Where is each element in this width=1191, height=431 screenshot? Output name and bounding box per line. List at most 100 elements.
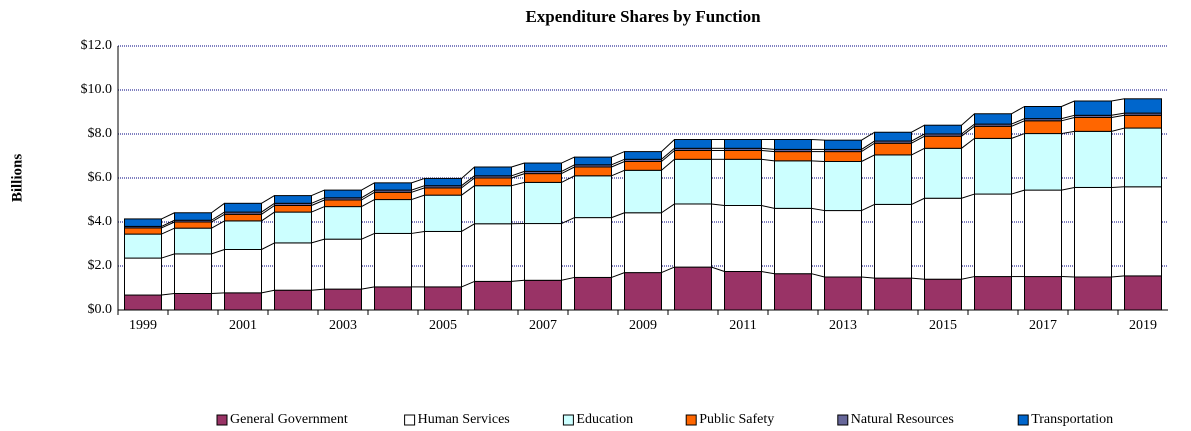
bar-segment <box>1024 276 1062 311</box>
bar-segment <box>324 288 362 311</box>
series-line <box>361 191 375 201</box>
series-line <box>661 266 675 274</box>
series-line <box>311 197 325 204</box>
series-line <box>561 217 575 224</box>
series-line <box>611 151 625 158</box>
bar-segment <box>674 266 712 311</box>
series-line <box>861 276 875 279</box>
x-tick-label: 2011 <box>729 318 756 333</box>
bar-segment <box>174 253 212 294</box>
bar-segment <box>274 195 312 204</box>
bar-segment <box>824 151 862 163</box>
bar-segment <box>474 177 512 187</box>
bar-segment <box>174 227 212 255</box>
x-tick-label: 2015 <box>929 318 957 333</box>
bar-segment <box>1124 186 1162 277</box>
series-line <box>211 220 225 229</box>
bar-segment <box>674 150 712 160</box>
legend-swatch <box>837 414 849 426</box>
bar-segment <box>574 276 612 311</box>
bar-segment <box>124 257 162 296</box>
bar-segment <box>474 185 512 225</box>
series-line <box>1111 186 1125 188</box>
series-line <box>211 292 225 294</box>
bar-segment <box>1124 127 1162 188</box>
series-line <box>361 189 375 199</box>
bar-segment <box>424 194 462 232</box>
bar-segment <box>324 189 362 199</box>
legend-swatch <box>1017 414 1029 426</box>
series-line <box>461 175 475 187</box>
series-line <box>1011 118 1025 125</box>
series-line <box>1061 100 1075 107</box>
series-line <box>311 206 325 213</box>
bar-segment <box>1024 120 1062 135</box>
series-line <box>561 156 575 164</box>
series-line <box>511 181 525 187</box>
bar-segment <box>1074 186 1112 278</box>
bar-segment <box>574 217 612 278</box>
bar-segment <box>324 238 362 290</box>
series-line <box>161 227 175 235</box>
bar-segment <box>874 131 912 142</box>
series-line <box>561 276 575 281</box>
chart-title: Expenditure Shares by Function <box>525 7 761 26</box>
legend-label: Education <box>576 412 633 427</box>
bar-segment <box>224 249 262 294</box>
bar-segment <box>1124 275 1162 311</box>
bar-segment <box>624 161 662 171</box>
bar-segment <box>974 276 1012 311</box>
legend-swatch <box>685 414 697 426</box>
bar-segment <box>424 187 462 196</box>
series-line <box>461 166 475 179</box>
series-line <box>461 280 475 288</box>
series-line <box>711 266 725 272</box>
bar-segment <box>324 206 362 240</box>
series-line <box>961 123 975 135</box>
series-line <box>261 242 275 250</box>
bar-segment <box>624 272 662 311</box>
series-line <box>661 158 675 171</box>
bar-segment <box>724 271 762 311</box>
bar-segment <box>224 202 262 213</box>
x-tick-label: 2001 <box>229 318 257 333</box>
bar-segment <box>1024 189 1062 278</box>
legend-swatch <box>562 414 574 426</box>
series-line <box>811 207 825 212</box>
series-line <box>561 166 575 175</box>
bar-segment <box>374 286 412 311</box>
series-line <box>611 158 625 166</box>
bar-segment <box>674 203 712 268</box>
series-line <box>211 213 225 223</box>
legend-label: General Government <box>230 412 348 427</box>
series-line <box>961 193 975 199</box>
series-line <box>861 203 875 212</box>
bar-segment <box>1074 276 1112 311</box>
bar-segment <box>924 147 962 199</box>
legend-label: Natural Resources <box>851 412 954 427</box>
series-line <box>911 147 925 156</box>
bar-segment <box>124 227 162 235</box>
bar-segment <box>524 162 562 172</box>
y-tick-label: $4.0 <box>88 214 113 229</box>
x-tick-label: 2013 <box>829 318 857 333</box>
series-line <box>311 189 325 197</box>
series-line <box>261 202 275 213</box>
bar-segment <box>874 154 912 205</box>
bar-segment <box>1074 130 1112 188</box>
y-tick-label: $10.0 <box>81 82 113 97</box>
series-line <box>211 249 225 255</box>
bar-segment <box>274 211 312 244</box>
series-line <box>411 194 425 201</box>
bar-segment <box>674 158 712 205</box>
bar-segment <box>224 220 262 250</box>
bar-segment <box>574 166 612 177</box>
series-line <box>161 253 175 259</box>
bar-segment <box>1124 114 1162 129</box>
bar-segment <box>924 197 962 280</box>
series-line <box>361 182 375 191</box>
series-line <box>1111 112 1125 116</box>
series-line <box>261 211 275 222</box>
